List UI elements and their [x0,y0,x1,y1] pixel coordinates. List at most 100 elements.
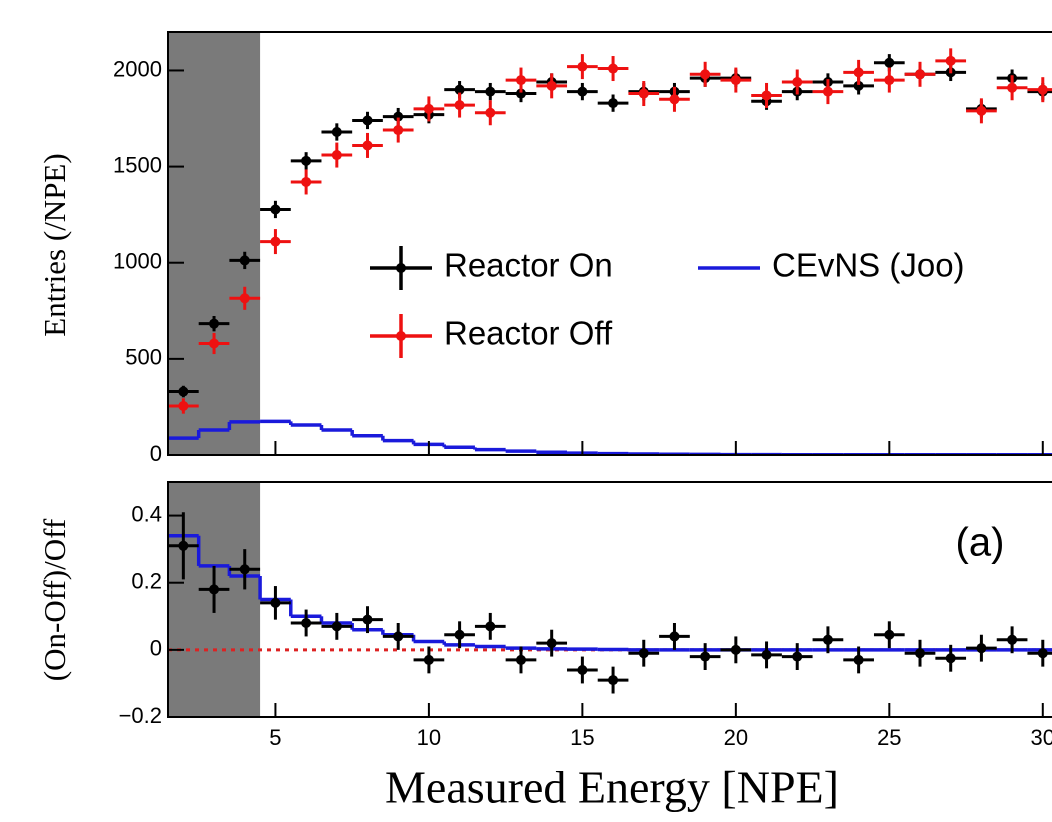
legend-marker [396,263,406,273]
data-point [976,643,987,654]
plot-area [168,482,1052,717]
data-point [362,140,373,151]
data-point [209,584,220,595]
data-point [362,614,373,625]
data-point [853,80,864,91]
x-axis-title: Measured Energy [NPE] [385,762,839,813]
data-point [546,80,557,91]
plot-frame [167,31,1052,456]
annotation: (a) [956,521,1005,565]
data-point [515,75,526,86]
data-point [331,126,342,137]
data-point [178,540,189,551]
data-point [515,88,526,99]
data-point [945,55,956,66]
data-point [393,111,404,122]
data-point [730,75,741,86]
data-point [853,67,864,78]
data-point [423,654,434,665]
shaded-region [168,32,261,455]
plot-area [168,32,1052,455]
data-point [1007,82,1018,93]
data-point [454,100,465,111]
data-point [761,90,772,101]
data-point [485,621,496,632]
data-point [945,653,956,664]
data-point [239,293,250,304]
data-point [884,75,895,86]
data-point [884,629,895,640]
plot-frame [167,481,1052,718]
y-tick-label: 500 [125,345,162,370]
data-point [270,597,281,608]
data-point [178,400,189,411]
data-point [577,61,588,72]
data-point [638,88,649,99]
data-point [1037,648,1048,659]
y-tick-label: 0 [150,636,162,661]
y-tick-label: 0.2 [131,569,162,594]
data-point [976,105,987,116]
x-tick-label: 20 [724,725,748,750]
data-point [1007,634,1018,645]
legend-marker [396,331,406,341]
data-point [209,338,220,349]
data-point [239,564,250,575]
y-axis-title: Entries (/NPE) [37,153,72,336]
data-point [515,654,526,665]
data-point [792,76,803,87]
x-tick-label: 10 [417,725,441,750]
data-point [608,675,619,686]
legend-label: Reactor Off [444,315,613,352]
data-point [1037,84,1048,95]
data-point [270,204,281,215]
data-point [669,94,680,105]
data-point [485,107,496,118]
data-point [454,84,465,95]
x-tick-label: 5 [269,725,281,750]
data-point [546,638,557,649]
legend-label: Reactor On [444,247,613,284]
data-point [700,69,711,80]
x-tick-label: 15 [570,725,594,750]
y-axis-title: (On-Off)/Off [37,518,72,681]
y-tick-label: 0.4 [131,501,162,526]
x-tick-label: 30 [1031,725,1052,750]
data-point [331,621,342,632]
data-point [915,69,926,80]
data-point [730,644,741,655]
data-point [822,86,833,97]
data-point [301,155,312,166]
data-point [301,618,312,628]
data-point [792,651,803,662]
data-point [331,150,342,161]
y-tick-label: −0.2 [119,703,162,728]
data-point [393,631,404,642]
data-point [423,103,434,114]
data-point [700,651,711,662]
data-point [853,654,864,665]
data-point [884,57,895,68]
data-point [669,631,680,642]
data-point [239,255,250,266]
data-point [638,648,649,659]
y-tick-label: 0 [150,441,162,466]
data-point [485,86,496,97]
y-tick-label: 2000 [113,56,162,81]
data-point [454,629,465,640]
data-point [608,98,619,109]
data-point [577,86,588,97]
data-point [761,649,772,660]
data-point [608,63,619,74]
x-tick-label: 25 [877,725,901,750]
y-tick-label: 1000 [113,249,162,274]
data-point [915,648,926,659]
data-point [362,115,373,126]
data-point [577,665,588,675]
data-point [270,236,281,247]
data-point [209,318,220,329]
data-point [301,176,312,187]
data-point [822,634,833,645]
legend-label: CEvNS (Joo) [772,247,965,284]
